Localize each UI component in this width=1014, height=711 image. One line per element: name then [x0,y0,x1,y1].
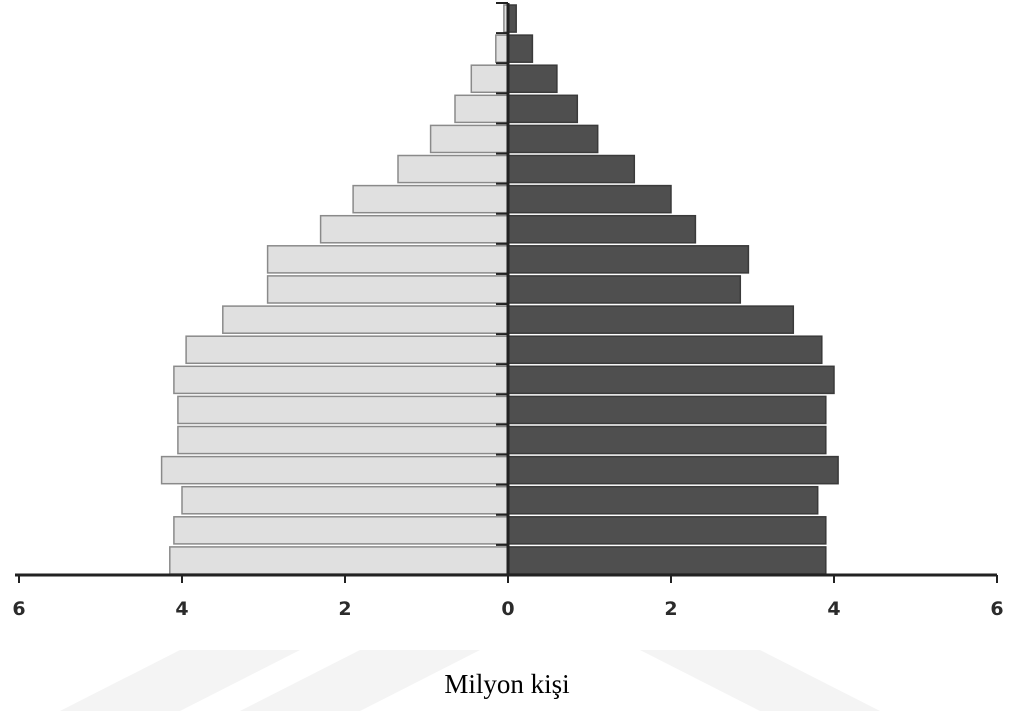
left-bar [495,34,509,63]
bars-group [160,4,839,575]
left-bar [160,455,509,485]
left-bar [470,64,509,94]
x-tick-label: 4 [827,598,840,620]
left-bar [173,516,509,545]
watermark-stripes [60,650,880,711]
left-bar [454,94,509,124]
right-bar [507,335,823,365]
watermark-stripe [60,650,300,711]
left-bar [352,184,509,214]
watermark-stripe [640,650,880,711]
x-tick-label: 6 [990,598,1003,620]
left-bar [222,305,509,334]
left-bar [397,154,509,184]
right-bar [507,154,636,184]
right-bar [507,184,672,214]
watermark-stripe [240,650,480,711]
right-bar [507,94,579,124]
right-bar [507,455,839,485]
left-bar [177,425,509,455]
right-bar [507,214,697,244]
left-bar [319,214,509,244]
right-bar [507,245,750,274]
left-bar [429,124,509,154]
left-bar [169,546,509,575]
right-bar [507,275,742,304]
right-bar [507,516,827,545]
right-bar [507,34,534,63]
right-bar [507,64,558,94]
right-bar [507,395,827,425]
right-bar [507,305,795,334]
x-axis-title: Milyon kişi [444,669,569,699]
left-bar [266,275,509,304]
x-tick-label: 0 [501,598,514,620]
axes-group: 6 4 2 0 2 4 6 [12,2,1004,620]
left-bar [266,245,509,274]
left-bar [181,485,509,515]
right-bar [507,365,835,395]
right-bar [507,425,827,455]
x-tick-label: 4 [175,598,188,620]
x-tick-label: 6 [12,598,25,620]
right-bar [507,124,599,154]
x-tick-label: 2 [338,598,351,620]
left-bar [173,365,509,395]
left-bar [177,395,509,425]
right-bar [507,485,819,515]
left-bar [185,335,509,365]
right-bar [507,546,827,575]
x-tick-label: 2 [664,598,677,620]
